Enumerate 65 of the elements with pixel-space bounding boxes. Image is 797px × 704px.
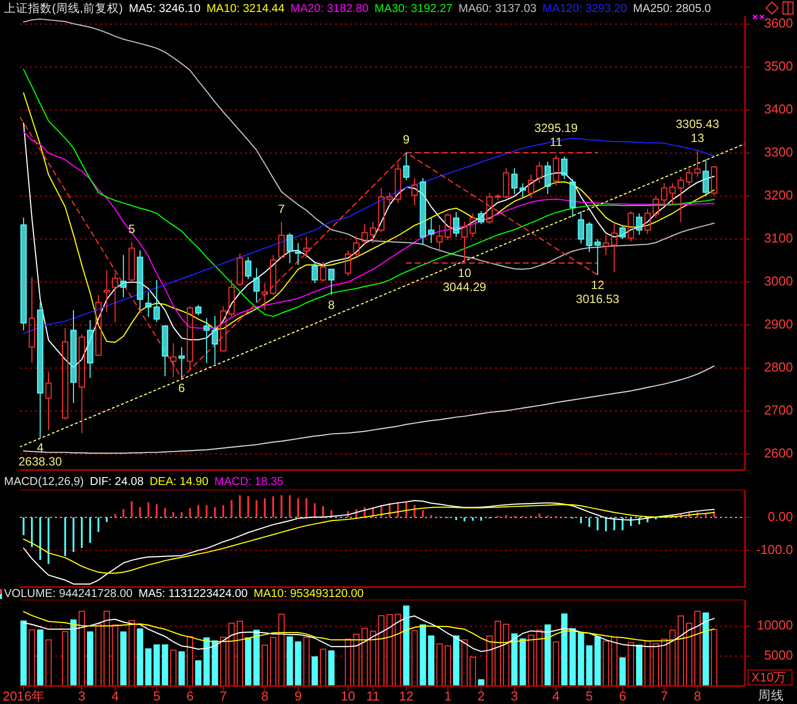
x-tick-label: 5 (586, 688, 593, 704)
y-tick-label: 3400 (764, 102, 793, 117)
y-tick-label: 3300 (764, 144, 793, 160)
annotation: 3016.53 (576, 292, 620, 306)
x-tick-label: 5 (153, 688, 160, 704)
text: DEA: 14.90 (150, 476, 208, 488)
y-tick-label: -100.0 (756, 542, 793, 557)
x-tick-label: 1 (444, 688, 452, 704)
x-tick-label: 3 (510, 688, 518, 704)
annotation: 10 (458, 266, 472, 280)
y-tick-label: 3100 (764, 230, 793, 246)
text: MA30: 3192.27 (374, 3, 453, 16)
y-tick-label: 3500 (764, 58, 793, 74)
x-tick-label: 8 (261, 688, 268, 704)
x-tick-label: 12 (399, 688, 414, 704)
x-tick-label: 8 (694, 688, 702, 704)
y-tick-label: 3200 (764, 188, 793, 203)
y-tick-label: 3000 (764, 274, 793, 289)
annotation: 9 (402, 132, 410, 147)
annotation: 2638.30 (18, 454, 62, 469)
text: MA60: 3137.03 (458, 3, 537, 16)
y-tick-label: 2900 (764, 316, 793, 332)
y-tick-label: 5000 (764, 648, 793, 663)
text: MA5: 3246.10 (128, 3, 200, 16)
text: MA120: 3293.20 (542, 3, 627, 16)
annotation: 8 (328, 298, 336, 312)
y-tick-label: 10000 (756, 618, 793, 633)
text: MA5: 1131223424.00 (138, 588, 248, 600)
text: DIF: 24.08 (90, 476, 144, 488)
x-tick-label: 7 (660, 688, 668, 704)
annotation: 3044.29 (442, 280, 487, 294)
legend-label: VOLUME: 944241728.00 (4, 588, 133, 600)
x-tick-label: 2016年 (2, 688, 45, 704)
y-tick-label: 3600 (764, 16, 793, 31)
annotation: 4 (36, 440, 44, 455)
x-tick-label: 4 (552, 688, 560, 704)
annotation: 6 (178, 380, 186, 395)
y-tick-label: 2800 (764, 360, 793, 375)
annotation: 5 (128, 222, 136, 236)
x-tick-label: 10 (340, 688, 356, 704)
y-axis-title: X10万 (751, 670, 787, 684)
x-tick-label: 3 (78, 688, 86, 704)
x-tick-label: 4 (111, 688, 119, 704)
x-tick-label: 6 (618, 688, 626, 704)
annotation: 12 (590, 278, 605, 292)
chart-title: MACD(12,26,9) (4, 476, 84, 488)
annotation: 3295.19 (534, 121, 578, 136)
annotation: 13 (690, 130, 704, 145)
x-tick-label: 2 (478, 688, 485, 704)
y-tick-label: 0.00 (768, 508, 793, 524)
series-label: MACD: 18.35 (214, 476, 284, 488)
annotation: 7 (278, 202, 286, 216)
text: MA10: 953493120.00 (254, 588, 364, 600)
chart-title: 上证指数(周线,前复权) (4, 2, 124, 16)
text: MA250: 2805.0 (632, 3, 711, 16)
x-tick-label: 6 (186, 688, 194, 704)
annotation: 3305.43 (676, 116, 720, 131)
y-tick-label: 2600 (764, 446, 793, 461)
x-tick-label: 7 (220, 688, 227, 704)
text: MA10: 3214.44 (206, 3, 286, 16)
text: MA20: 3182.80 (290, 3, 368, 16)
x-tick-label: 9 (294, 688, 302, 704)
x-axis-title: 周线 (758, 688, 784, 702)
y-tick-label: 2700 (764, 402, 793, 418)
x-tick-label: 11 (366, 688, 380, 704)
